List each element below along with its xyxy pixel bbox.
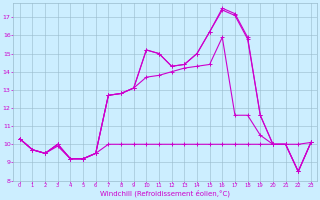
- X-axis label: Windchill (Refroidissement éolien,°C): Windchill (Refroidissement éolien,°C): [100, 190, 230, 197]
